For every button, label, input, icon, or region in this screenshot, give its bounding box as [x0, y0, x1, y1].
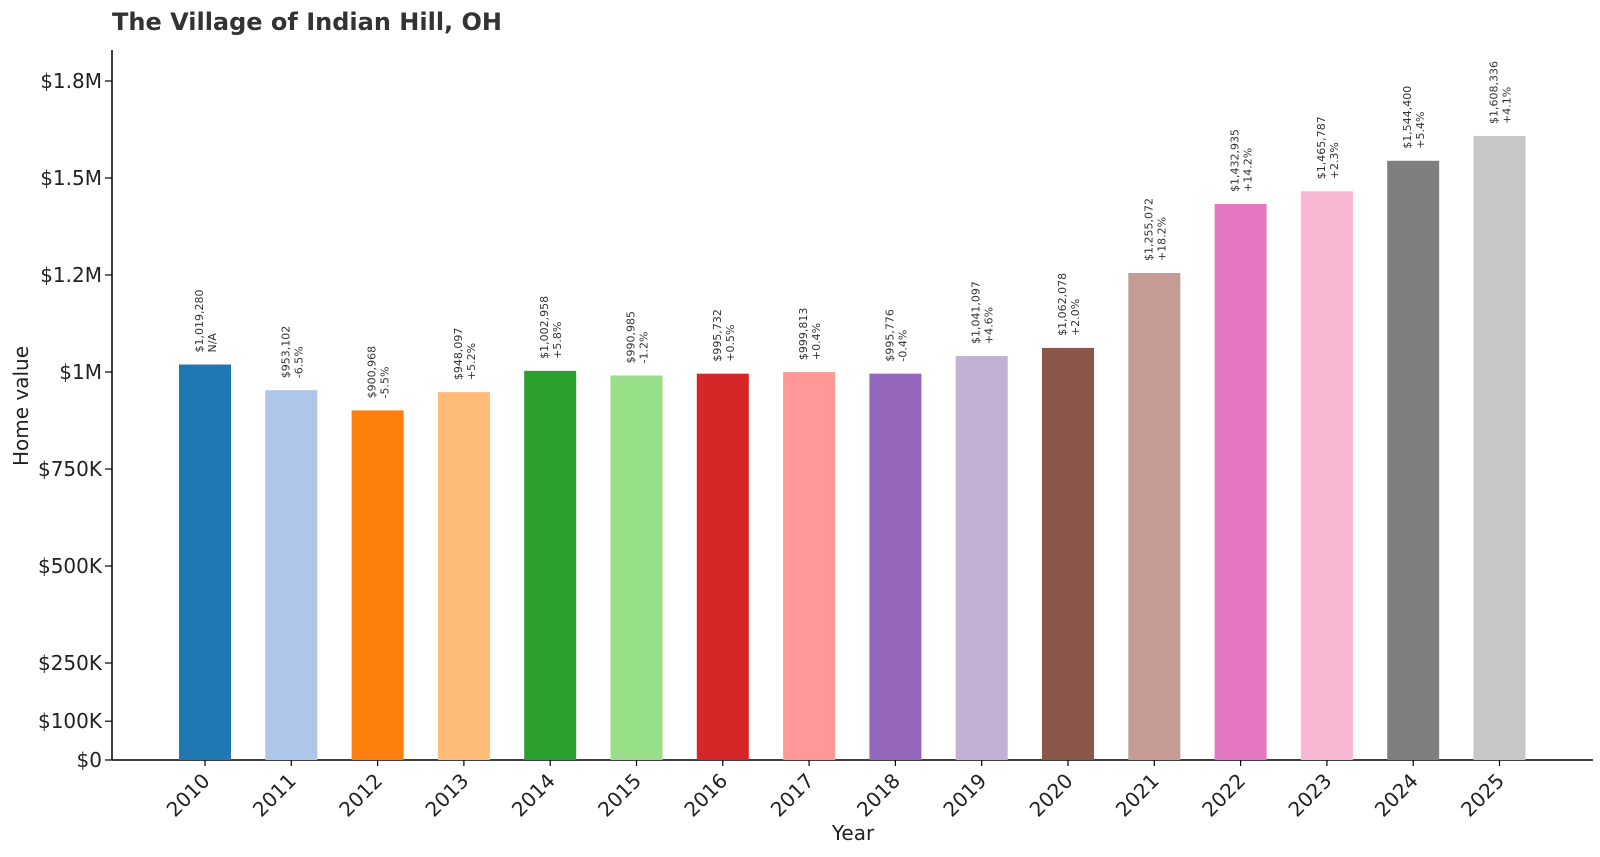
- bar-2014: [524, 370, 577, 760]
- x-tick-label: 2022: [1197, 769, 1250, 822]
- bar-2022: [1214, 204, 1267, 760]
- y-tick-label: $1.8M: [40, 69, 102, 93]
- data-labels: $1,019,280 N/A $953,102 -6.5% $900,968 -5.5% $…: [193, 61, 1514, 398]
- change-label: +2.0%: [1069, 299, 1082, 336]
- change-label: +0.5%: [724, 324, 737, 361]
- change-label: +2.3%: [1328, 142, 1341, 179]
- value-label: $948,097: [452, 328, 465, 381]
- change-label: +4.6%: [983, 307, 996, 344]
- y-tick-label: $750K: [38, 457, 103, 481]
- change-label: +18.2%: [1155, 217, 1168, 261]
- y-ticks: $0 $100K $250K $500K $750K $1M $1.2M $1.5M $1.8M: [38, 69, 112, 772]
- value-label: $1,019,280: [193, 290, 206, 353]
- value-label: $1,465,787: [1315, 116, 1328, 179]
- x-tick-label: 2019: [938, 769, 991, 822]
- value-label: $995,732: [711, 309, 724, 362]
- y-tick-label: $250K: [38, 651, 103, 675]
- bar-2012: [351, 410, 404, 760]
- y-tick-label: $500K: [38, 554, 103, 578]
- bar-2019: [955, 356, 1008, 760]
- bar-2016: [696, 373, 749, 760]
- x-tick-label: 2020: [1025, 769, 1078, 822]
- change-label: N/A: [206, 333, 219, 353]
- bar-2011: [265, 390, 318, 760]
- bar-2018: [869, 373, 922, 760]
- value-label: $1,608,336: [1488, 61, 1501, 124]
- change-label: -5.5%: [379, 367, 392, 399]
- change-label: -1.2%: [638, 332, 651, 364]
- value-label: $900,968: [366, 346, 379, 399]
- chart-title: The Village of Indian Hill, OH: [112, 8, 502, 36]
- bar-2017: [783, 372, 836, 760]
- x-ticks: 2010 2011 2012 2013 2014 2015 2016 2017 2018 2019…: [162, 760, 1509, 822]
- value-label: $1,432,935: [1229, 129, 1242, 192]
- bar-2020: [1042, 347, 1094, 760]
- change-label: +0.4%: [810, 323, 823, 360]
- x-tick-label: 2025: [1456, 769, 1509, 822]
- change-label: +14.2%: [1242, 148, 1255, 192]
- value-label: $990,985: [625, 311, 638, 364]
- value-label: $1,544,400: [1401, 86, 1414, 149]
- axes: [111, 50, 1593, 761]
- x-tick-label: 2017: [766, 769, 819, 822]
- y-tick-label: $100K: [38, 709, 103, 733]
- y-tick-label: $1.5M: [40, 166, 102, 190]
- y-tick-label: $1.2M: [40, 263, 102, 287]
- y-tick-label: $0: [77, 748, 102, 772]
- bar-2013: [437, 392, 490, 760]
- value-label: $953,102: [279, 326, 292, 379]
- x-tick-label: 2012: [334, 769, 387, 822]
- value-label: $1,041,097: [970, 281, 983, 344]
- y-axis-label: Home value: [9, 346, 33, 466]
- x-tick-label: 2015: [593, 769, 646, 822]
- bar-2023: [1300, 191, 1353, 760]
- x-tick-label: 2023: [1283, 769, 1336, 822]
- y-tick-label: $1M: [59, 360, 102, 384]
- x-tick-label: 2021: [1111, 769, 1164, 822]
- x-tick-label: 2016: [679, 769, 732, 822]
- value-label: $1,255,072: [1142, 198, 1155, 261]
- change-label: +5.4%: [1414, 112, 1427, 149]
- bar-2015: [610, 375, 663, 760]
- x-tick-label: 2011: [248, 769, 301, 822]
- change-label: +4.1%: [1501, 87, 1514, 124]
- x-tick-label: 2014: [507, 769, 560, 822]
- change-label: +5.2%: [465, 343, 478, 380]
- bar-2025: [1473, 135, 1526, 760]
- bar-2010: [179, 364, 231, 760]
- x-tick-label: 2013: [420, 769, 473, 822]
- value-label: $995,776: [883, 309, 896, 362]
- x-tick-label: 2018: [852, 769, 905, 822]
- bars: [179, 135, 1526, 760]
- x-axis-label: Year: [831, 821, 875, 845]
- value-label: $999,813: [797, 308, 810, 361]
- value-label: $1,002,958: [538, 296, 551, 359]
- bar-2024: [1387, 160, 1440, 760]
- change-label: -0.4%: [896, 330, 909, 362]
- value-label: $1,062,078: [1056, 273, 1069, 336]
- bar-2021: [1128, 273, 1181, 760]
- x-tick-label: 2024: [1370, 769, 1423, 822]
- change-label: -6.5%: [292, 346, 305, 378]
- x-tick-label: 2010: [162, 769, 215, 822]
- change-label: +5.8%: [551, 322, 564, 359]
